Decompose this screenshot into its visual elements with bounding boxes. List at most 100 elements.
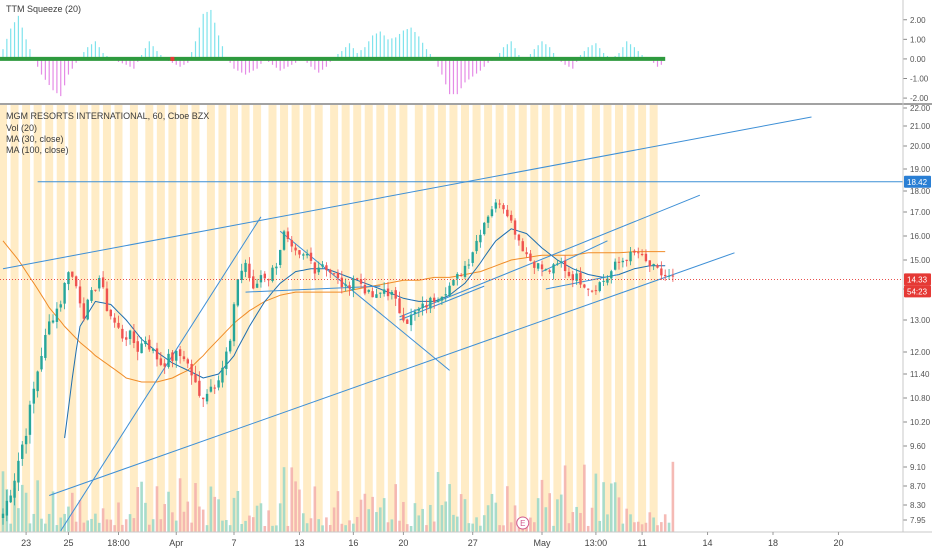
volume-bar bbox=[36, 480, 39, 532]
candle-body bbox=[290, 239, 293, 247]
candle-body bbox=[40, 355, 43, 370]
volume-bar bbox=[563, 465, 567, 532]
volume-bar bbox=[140, 481, 143, 532]
candle-body bbox=[225, 351, 228, 369]
squeeze-y-tick-label: 0.00 bbox=[910, 55, 926, 64]
candle-body bbox=[498, 203, 501, 205]
session-band bbox=[156, 105, 165, 532]
volume-bar bbox=[621, 523, 625, 532]
candle-body bbox=[101, 277, 105, 288]
candle-body bbox=[144, 341, 147, 345]
session-band bbox=[638, 105, 647, 532]
session-band bbox=[22, 105, 31, 532]
candle-body bbox=[536, 263, 540, 269]
session-band bbox=[268, 105, 277, 532]
volume-bar bbox=[198, 506, 201, 532]
price-y-tick-label: 22.00 bbox=[910, 104, 931, 113]
session-band bbox=[387, 105, 396, 532]
volume-bar bbox=[548, 493, 551, 532]
volume-bar bbox=[590, 507, 594, 532]
candle-body bbox=[421, 303, 424, 309]
candle-body bbox=[452, 279, 455, 286]
volume-bar bbox=[302, 513, 305, 532]
volume-bar bbox=[413, 503, 417, 532]
price-y-tick-label: 11.40 bbox=[910, 370, 930, 379]
volume-bar bbox=[9, 523, 12, 532]
ttm-squeeze-pane: TTM Squeeze (20) 2.00 1.00 0.00 -1.00 -2.00 bbox=[0, 4, 929, 103]
candle-body bbox=[521, 241, 524, 252]
session-band bbox=[495, 105, 504, 532]
session-band bbox=[649, 105, 658, 532]
candle-body bbox=[610, 271, 613, 279]
volume-bar bbox=[544, 507, 548, 532]
candle-body bbox=[309, 252, 313, 261]
price-y-tick-label: 12.00 bbox=[910, 348, 931, 357]
volume-bar bbox=[213, 496, 217, 532]
candle-body bbox=[302, 254, 305, 256]
candle-body bbox=[486, 216, 490, 223]
candle-body bbox=[182, 356, 186, 360]
volume-bar bbox=[602, 482, 605, 532]
candle-body bbox=[32, 388, 35, 404]
candle-body bbox=[105, 288, 109, 311]
volume-bar bbox=[367, 509, 371, 532]
candle-body bbox=[317, 267, 320, 273]
price-y-tick-label: 20.00 bbox=[910, 142, 931, 151]
volume-bar bbox=[24, 492, 28, 532]
volume-bar bbox=[390, 519, 394, 532]
candle-body bbox=[652, 263, 655, 266]
squeeze-red-dot bbox=[170, 56, 175, 61]
volume-bar bbox=[359, 499, 363, 532]
volume-bar bbox=[463, 499, 467, 532]
volume-bar bbox=[194, 483, 197, 532]
volume-bar bbox=[90, 518, 93, 532]
time-axis-label: 7 bbox=[231, 538, 236, 548]
candle-body bbox=[590, 290, 594, 292]
session-band bbox=[68, 105, 77, 532]
earnings-marker[interactable]: E bbox=[516, 516, 530, 530]
price-y-tick-label: 19.00 bbox=[910, 165, 931, 174]
volume-bar bbox=[667, 522, 671, 532]
price-y-tick-label: 8.30 bbox=[910, 501, 926, 510]
volume-bar bbox=[251, 517, 255, 532]
price-y-tick-label: 8.70 bbox=[910, 482, 926, 491]
candle-body bbox=[571, 274, 574, 281]
volume-bar bbox=[305, 523, 309, 532]
price-y-tick-label: 10.80 bbox=[910, 394, 931, 403]
countdown-label: 54:23 bbox=[907, 287, 928, 296]
volume-bar bbox=[294, 481, 297, 532]
volume-bar bbox=[82, 522, 86, 532]
candle-body bbox=[9, 495, 12, 503]
candle-body bbox=[479, 234, 482, 243]
price-y-tick-label: 21.00 bbox=[910, 122, 931, 131]
earnings-marker-circle[interactable] bbox=[516, 516, 530, 530]
candle-body bbox=[671, 275, 675, 277]
time-axis: 23 25 18:00 Apr 7 13 16 20 27 May 13:00 11 14 18 20 bbox=[21, 532, 843, 548]
volume-bar bbox=[113, 525, 116, 532]
candle-body bbox=[664, 274, 667, 277]
volume-bar bbox=[409, 525, 413, 532]
candle-body bbox=[348, 285, 351, 289]
legend-ma100[interactable]: MA (100, close) bbox=[6, 145, 69, 155]
price-y-tick-label: 9.10 bbox=[910, 463, 926, 472]
candle-body bbox=[128, 330, 132, 339]
session-band bbox=[206, 105, 215, 532]
volume-bar bbox=[186, 501, 190, 532]
candle-body bbox=[398, 298, 401, 314]
price-y-tick-label: 10.20 bbox=[910, 418, 931, 427]
legend-vol[interactable]: Vol (20) bbox=[6, 123, 37, 133]
session-band bbox=[564, 105, 573, 532]
volume-bar bbox=[163, 504, 166, 532]
candle-body bbox=[298, 250, 301, 255]
session-band bbox=[303, 105, 312, 532]
volume-bar bbox=[440, 505, 444, 532]
candle-body bbox=[175, 350, 178, 361]
legend-ma30[interactable]: MA (30, close) bbox=[6, 134, 64, 144]
candle-body bbox=[329, 269, 332, 273]
session-band bbox=[253, 105, 262, 532]
candlesticks bbox=[1, 199, 675, 525]
volume-bar bbox=[402, 501, 405, 532]
candle-body bbox=[406, 319, 409, 324]
volume-bar bbox=[513, 505, 517, 532]
candle-body bbox=[198, 380, 201, 396]
